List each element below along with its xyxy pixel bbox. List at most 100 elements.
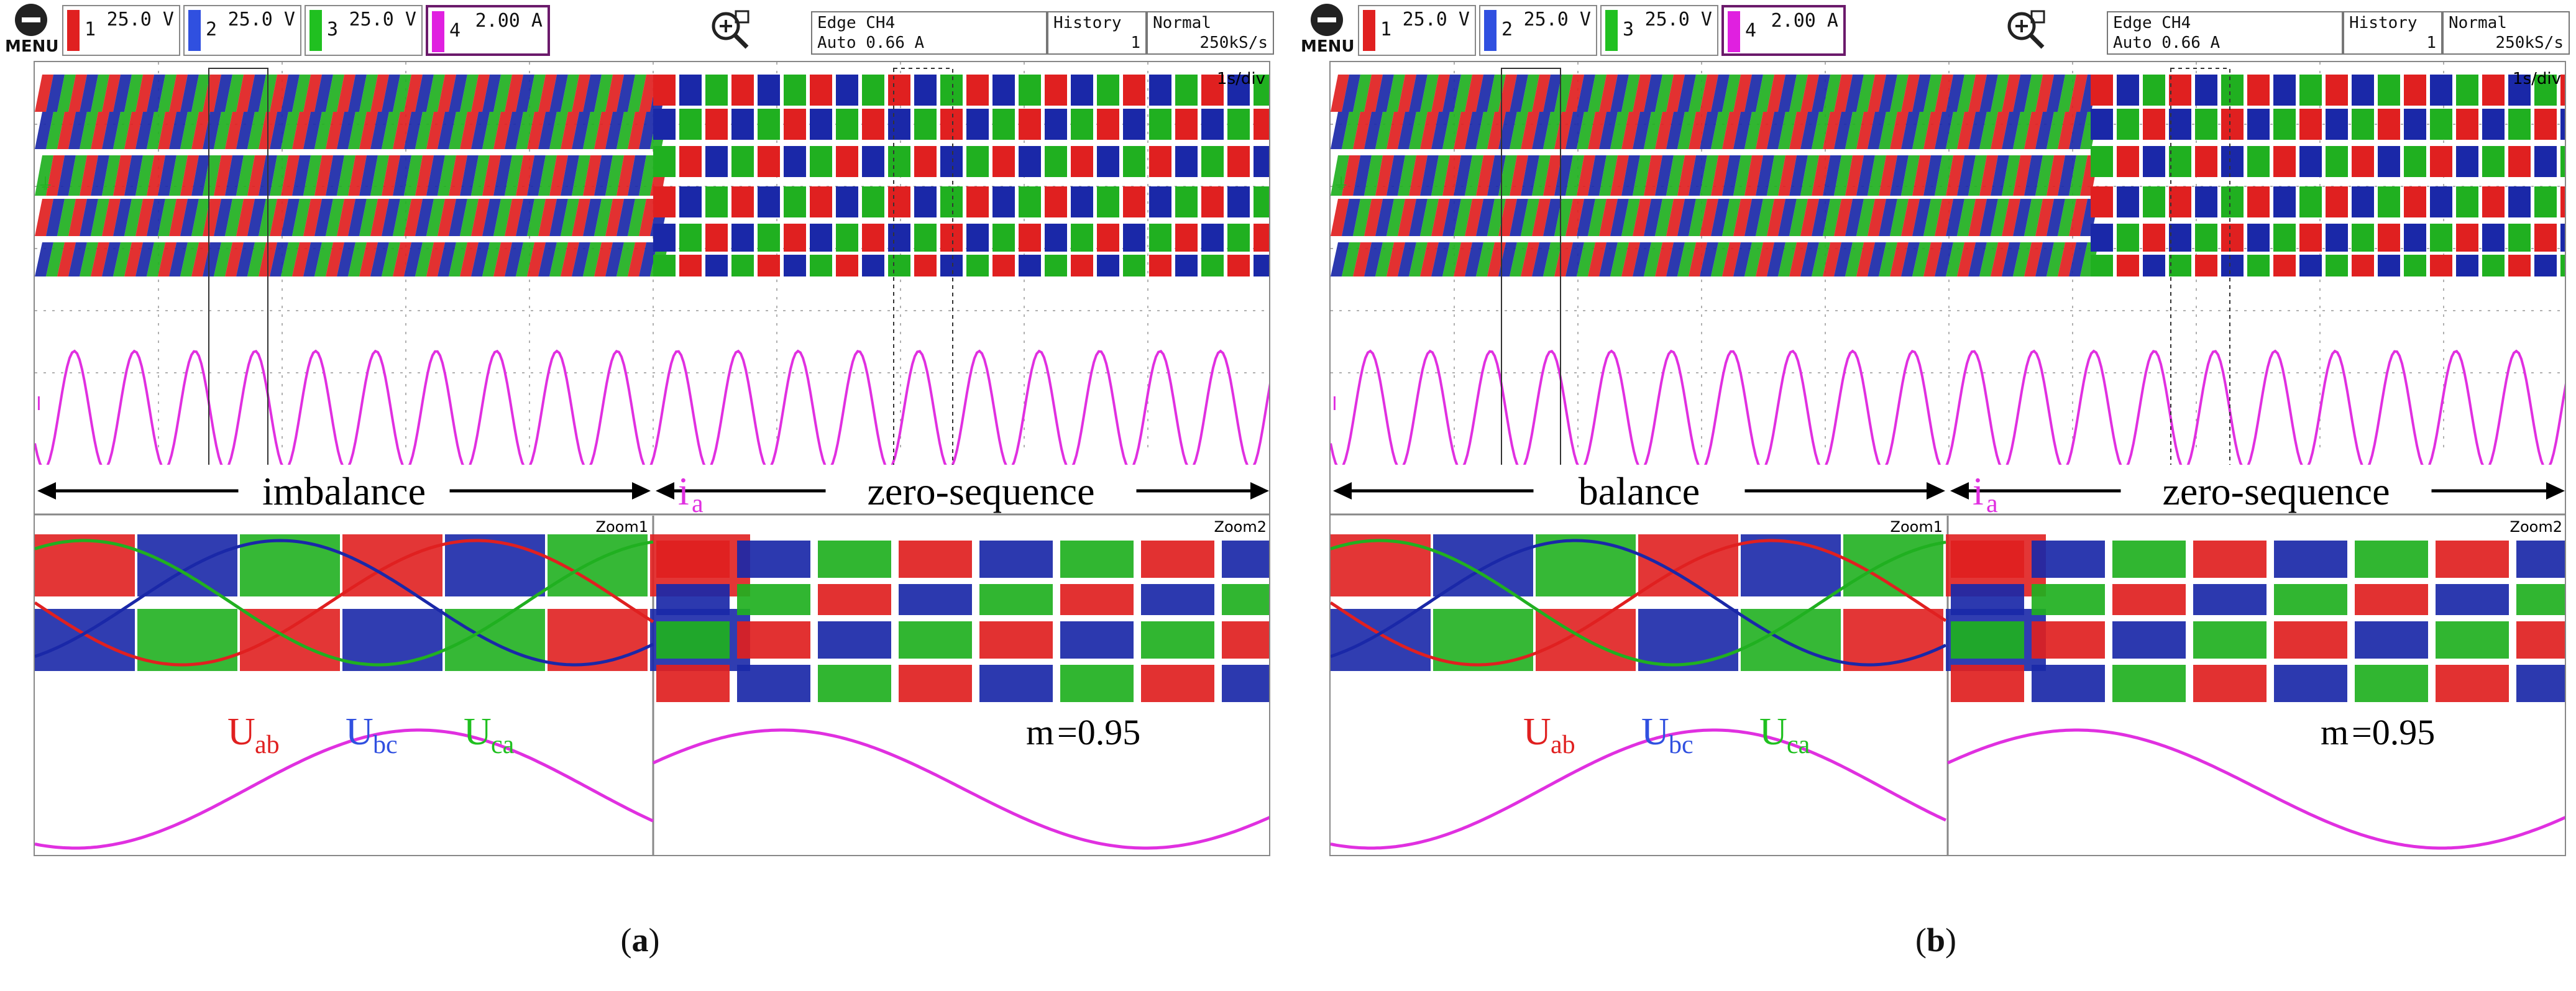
channel-3-button[interactable]: 3 25.0 V <box>1600 5 1718 56</box>
channel-2-button[interactable]: 2 25.0 V <box>1479 5 1597 56</box>
history-info[interactable]: History 1 <box>1047 11 1147 55</box>
zoom2-pwm-block <box>899 621 972 659</box>
pwm-stripe <box>1521 112 1539 149</box>
channel-4-button[interactable]: 4 2.00 A <box>426 5 550 56</box>
pwm-stripe <box>214 242 232 276</box>
arrow-head-right <box>632 482 651 500</box>
pwm-stripe <box>1588 155 1607 196</box>
pwm-stripe <box>393 155 411 196</box>
pwm-block <box>758 186 780 217</box>
menu-button[interactable]: MENU <box>1301 4 1355 57</box>
zoom-magnifier-icon[interactable] <box>708 9 752 52</box>
pwm-stripe <box>382 242 400 276</box>
pwm-stripe <box>1935 199 1953 236</box>
pwm-block <box>2378 186 2400 217</box>
channel-2-button[interactable]: 2 25.0 V <box>183 5 301 56</box>
pwm-stripe <box>527 112 546 149</box>
pwm-stripe <box>158 75 176 112</box>
channel-1-button[interactable]: 1 25.0 V <box>62 5 180 56</box>
zoom2-pwm-block <box>1141 541 1214 578</box>
pwm-stripe <box>1644 199 1662 236</box>
pwm-block <box>888 255 910 276</box>
pwm-block <box>2143 255 2165 276</box>
zoom2-pwm-block <box>1951 541 2024 578</box>
channel-3-button[interactable]: 3 25.0 V <box>305 5 423 56</box>
pwm-stripe <box>561 155 579 196</box>
pwm-stripe <box>326 155 344 196</box>
acquisition-info[interactable]: Normal 250kS/s <box>1147 11 1274 55</box>
pwm-stripe <box>1510 242 1528 276</box>
pwm-stripe <box>191 112 210 149</box>
trigger-info[interactable]: Edge CH4 Auto 0.66 A <box>811 11 1047 55</box>
zoom-magnifier-icon[interactable] <box>2004 9 2048 52</box>
pwm-stripe <box>1879 155 1897 196</box>
pwm-stripe <box>225 75 244 112</box>
pwm-stripe <box>1465 112 1483 149</box>
pwm-block <box>2117 75 2139 106</box>
legend-sub-ab: ab <box>1551 731 1575 759</box>
pwm-stripe <box>158 199 176 236</box>
pwm-stripe <box>1767 199 1785 236</box>
pwm-stripe <box>1979 155 1998 196</box>
pwm-block <box>1175 255 1198 276</box>
zoom2-pwm-block <box>2436 584 2509 615</box>
annotation-row: balance zero-sequence i a <box>1331 465 2565 518</box>
pwm-stripe <box>236 242 255 276</box>
channel-2-scale: 25.0 V <box>227 9 295 30</box>
pwm-stripe <box>1666 199 1685 236</box>
pwm-stripe <box>1957 155 1976 196</box>
pwm-stripe <box>35 112 53 149</box>
pwm-block <box>705 224 728 252</box>
zoom2-pwm-block <box>1951 584 2024 615</box>
pwm-stripe <box>1666 112 1685 149</box>
pwm-stripe <box>527 155 546 196</box>
pwm-stripe <box>1498 199 1517 236</box>
pwm-stripe <box>583 242 602 276</box>
pwm-stripe <box>1353 112 1372 149</box>
pwm-stripe <box>1532 112 1551 149</box>
pwm-stripe <box>1946 112 1964 149</box>
history-info[interactable]: History 1 <box>2343 11 2442 55</box>
channel-1-button[interactable]: 1 25.0 V <box>1358 5 1476 56</box>
current-label-sub: a <box>692 490 704 518</box>
pwm-stripe <box>2069 112 2088 149</box>
channel-2-color-swatch <box>1484 10 1497 51</box>
zoom1-pwm-envelope <box>1638 609 1738 671</box>
zoom2-pwm-block <box>1141 621 1214 659</box>
pwm-stripe <box>493 199 512 236</box>
pwm-stripe <box>1935 242 1953 276</box>
pwm-stripe <box>57 75 76 112</box>
zoom2-pwm-block <box>818 665 891 702</box>
pwm-stripe <box>1532 75 1551 112</box>
pwm-stripe <box>91 242 109 276</box>
pwm-stripe <box>628 242 646 276</box>
pwm-stripe <box>449 199 467 236</box>
channel-4-number: 4 <box>1745 20 1757 42</box>
pwm-stripe <box>1890 242 1909 276</box>
pwm-stripe <box>2013 75 2032 112</box>
channel-4-button[interactable]: 4 2.00 A <box>1721 5 1846 56</box>
channel-3-color-swatch <box>309 10 322 51</box>
pwm-stripe <box>124 75 143 112</box>
pwm-stripe <box>2002 155 2020 196</box>
pwm-stripe <box>1353 242 1372 276</box>
menu-button[interactable]: MENU <box>5 4 59 57</box>
pwm-block <box>1254 186 1269 217</box>
pwm-stripe <box>147 199 165 236</box>
pwm-stripe <box>1610 242 1629 276</box>
zoom2-pwm-block <box>2274 584 2347 615</box>
pwm-block <box>653 146 676 177</box>
acquisition-info[interactable]: Normal 250kS/s <box>2442 11 2570 55</box>
pwm-block <box>1254 255 1269 276</box>
trigger-info[interactable]: Edge CH4 Auto 0.66 A <box>2107 11 2343 55</box>
pwm-block <box>836 255 858 276</box>
pwm-stripe <box>482 199 501 236</box>
pwm-stripe <box>1633 155 1651 196</box>
zoom1-pwm-envelope <box>1536 534 1636 596</box>
pwm-stripe <box>1677 199 1696 236</box>
pwm-stripe <box>1353 199 1372 236</box>
pwm-stripe <box>516 75 534 112</box>
pwm-stripe <box>527 242 546 276</box>
zoom2-pwm-block <box>2193 541 2267 578</box>
